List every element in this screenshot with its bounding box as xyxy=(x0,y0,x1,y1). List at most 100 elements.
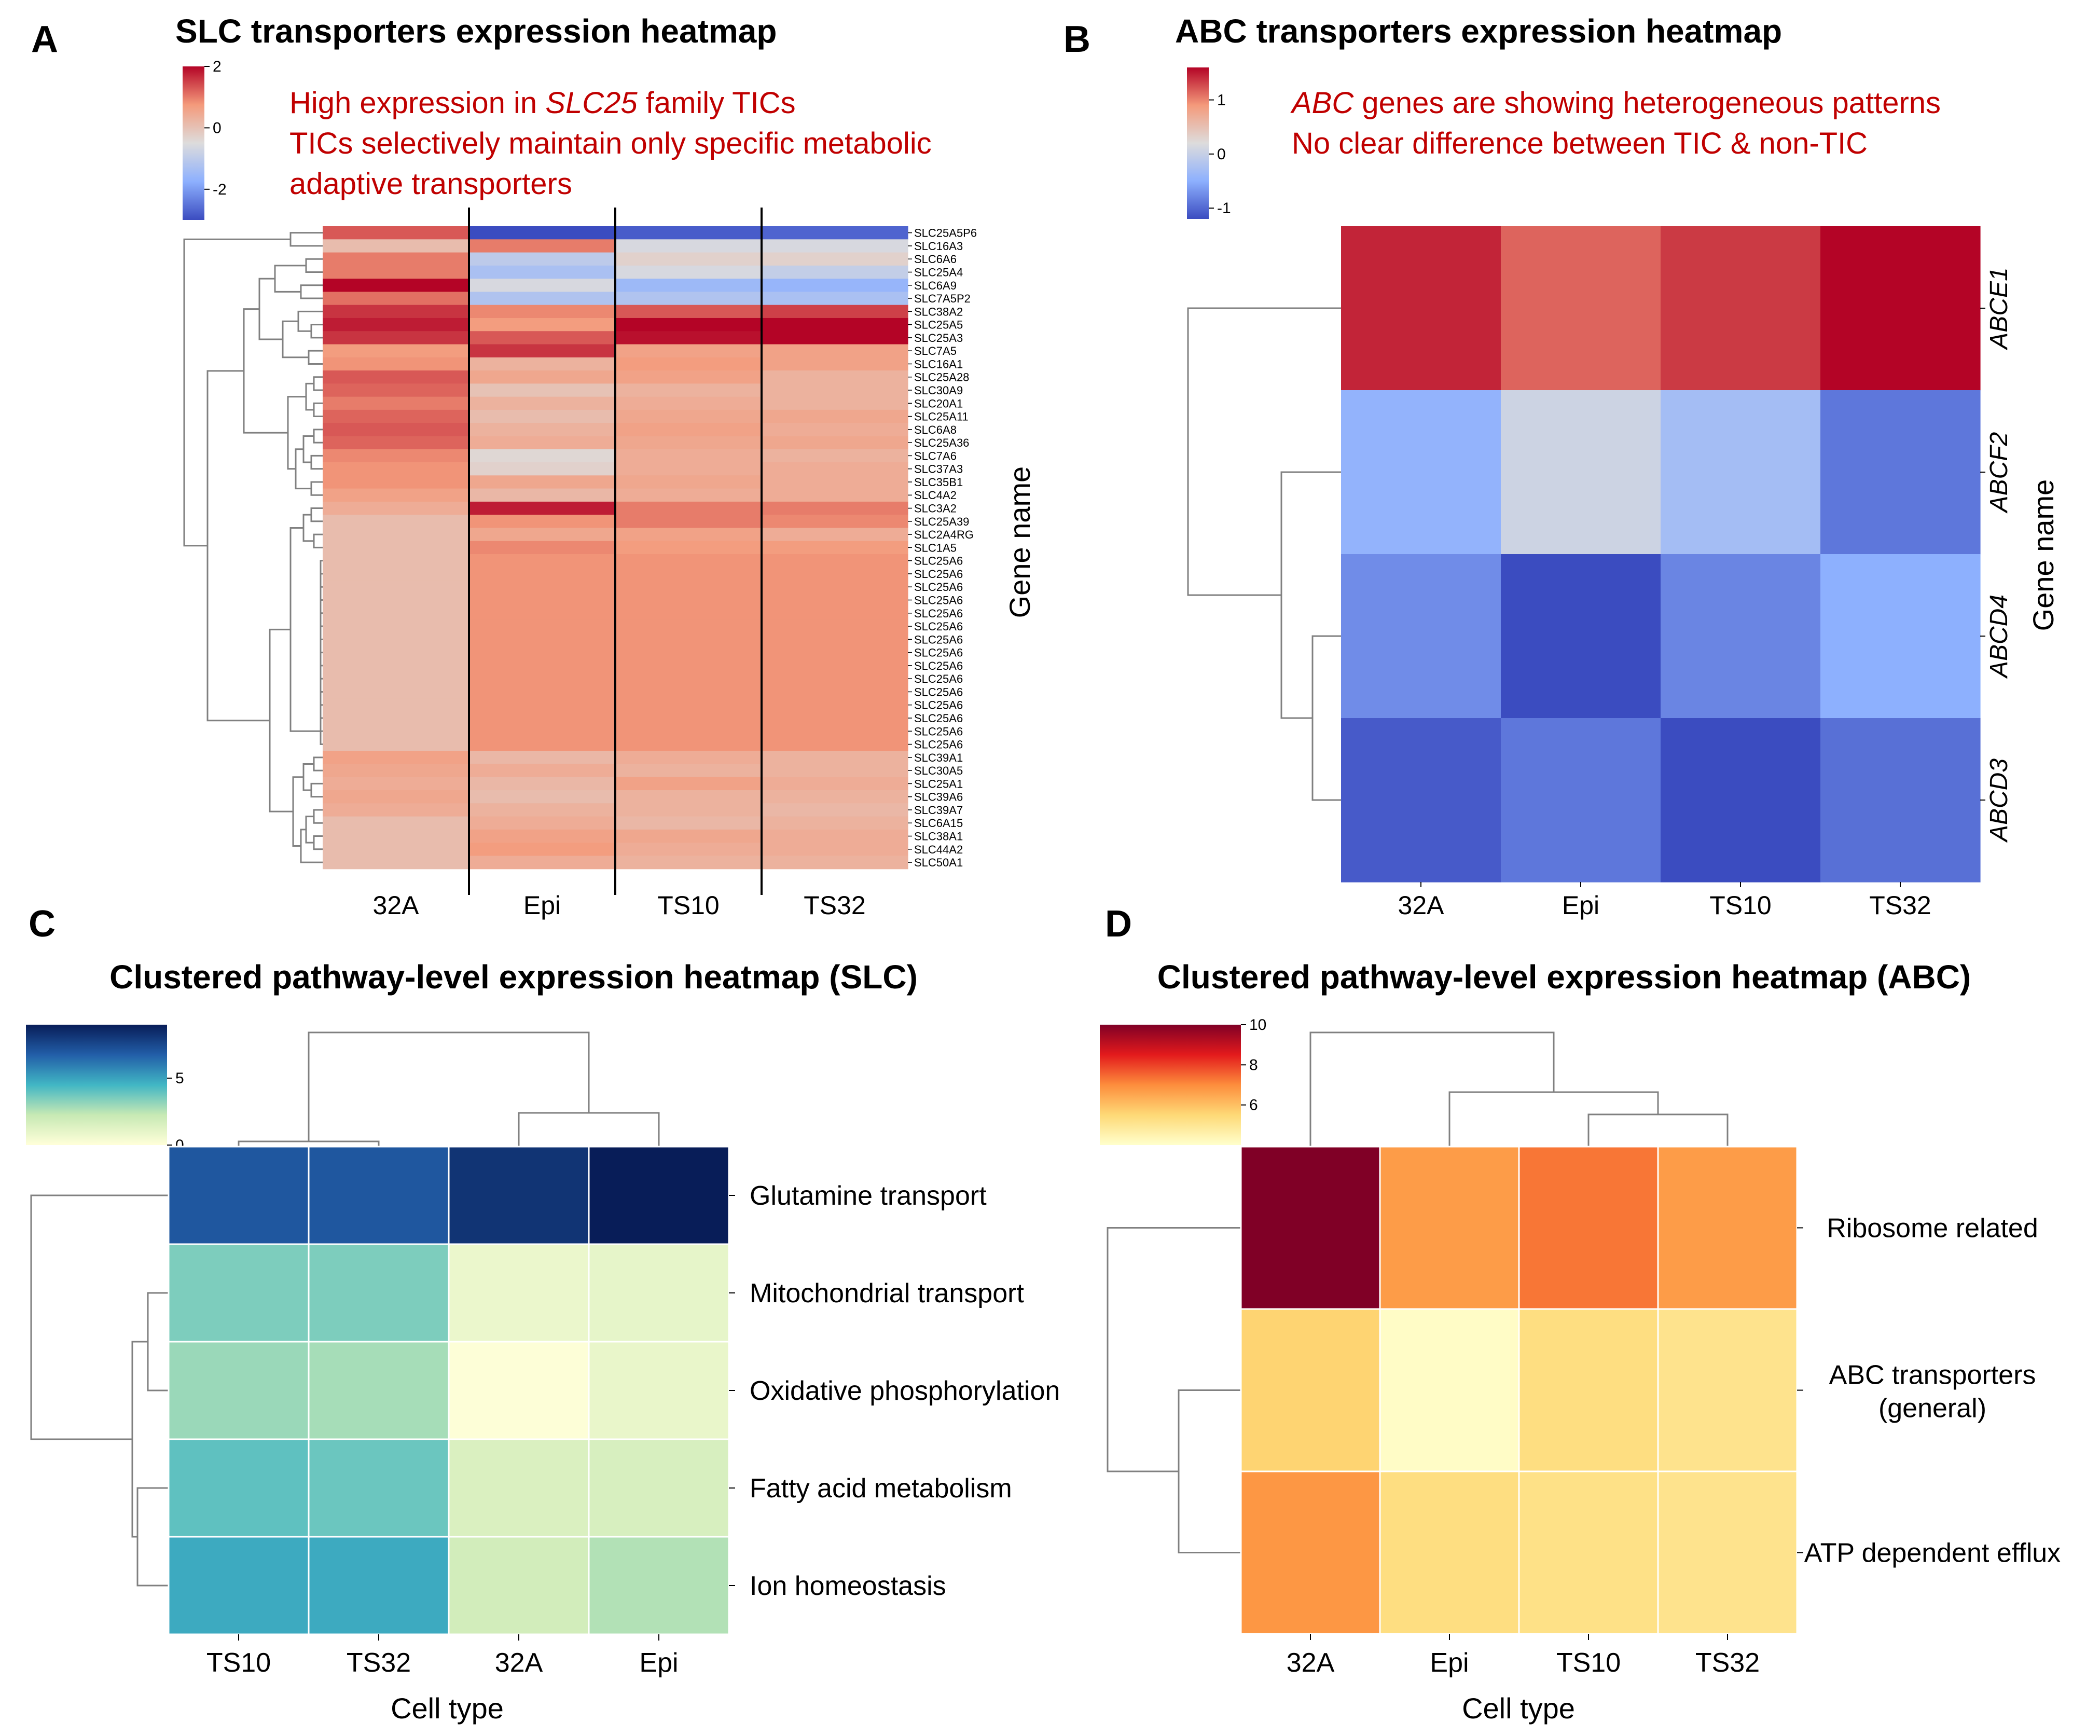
heatmap-cell xyxy=(168,1243,310,1343)
heatmap-cell xyxy=(762,580,908,594)
heatmap-cell xyxy=(469,292,616,306)
heatmap-cell xyxy=(469,829,616,843)
row-label: Fatty acid metabolism xyxy=(750,1473,1012,1504)
heatmap-cell xyxy=(615,515,762,529)
heatmap-cell xyxy=(469,567,616,581)
heatmap-cell xyxy=(762,331,908,345)
heatmap-cell xyxy=(308,1146,450,1245)
heatmap-cell xyxy=(615,607,762,620)
row-label: SLC25A6 xyxy=(914,594,963,607)
heatmap-cell xyxy=(469,541,616,555)
heatmap-cell xyxy=(308,1341,450,1440)
column-label: Epi xyxy=(523,891,561,920)
heatmap-cell xyxy=(615,449,762,463)
heatmap-cell xyxy=(323,607,469,620)
heatmap-cell xyxy=(762,685,908,699)
heatmap-cell xyxy=(762,737,908,751)
dendrogram-link xyxy=(313,835,323,850)
heatmap-cell xyxy=(469,751,616,765)
heatmap-cell xyxy=(615,856,762,870)
heatmap-cell xyxy=(762,777,908,791)
heatmap-cell xyxy=(1379,1308,1520,1472)
annotation-segment: TICs selectively maintain only specific … xyxy=(289,127,932,160)
panel-c: C Clustered pathway-level expression hea… xyxy=(26,903,1060,1725)
column-label: TS32 xyxy=(347,1648,411,1678)
dendrogram-link xyxy=(1309,1031,1555,1147)
heatmap-cell xyxy=(1518,1146,1659,1310)
heatmap-cell xyxy=(323,396,469,410)
dendrogram-link xyxy=(313,429,323,444)
heatmap-cell xyxy=(615,436,762,450)
heatmap-cell xyxy=(323,370,469,384)
dendrogram-link xyxy=(308,350,323,365)
heatmap-cell xyxy=(323,252,469,266)
heatmap-cell xyxy=(469,383,616,397)
column-label: TS10 xyxy=(1709,891,1772,920)
colorbar-tick-label: 6 xyxy=(1249,1097,1258,1114)
heatmap-cell xyxy=(308,1536,450,1635)
heatmap-cell xyxy=(615,803,762,817)
row-label: SLC25A5P6 xyxy=(914,227,977,240)
panel-a-ylabel: Gene name xyxy=(1003,466,1036,618)
heatmap-cell xyxy=(615,593,762,607)
heatmap-cell xyxy=(1518,1308,1659,1472)
heatmap-cell xyxy=(615,724,762,738)
row-label: ABCD4 xyxy=(1985,595,2013,679)
annotation-segment: adaptive transporters xyxy=(289,167,572,201)
heatmap-cell xyxy=(1240,1308,1381,1472)
heatmap-cell xyxy=(615,659,762,673)
heatmap-cell xyxy=(469,711,616,725)
heatmap-cell xyxy=(762,698,908,712)
dendrogram-link xyxy=(320,718,323,746)
heatmap-cell xyxy=(588,1243,730,1343)
heatmap-cell xyxy=(469,607,616,620)
column-label: TS32 xyxy=(804,891,866,920)
dendrogram-link xyxy=(310,454,323,470)
row-label: SLC16A3 xyxy=(914,240,963,253)
heatmap-cell xyxy=(323,803,469,817)
heatmap-cell xyxy=(469,580,616,594)
heatmap-cell xyxy=(323,449,469,463)
heatmap-cell xyxy=(469,475,616,489)
heatmap-cell xyxy=(762,318,908,332)
dendrogram-link xyxy=(313,809,323,824)
heatmap-cell xyxy=(469,816,616,830)
heatmap-cell xyxy=(615,357,762,371)
heatmap-cell xyxy=(588,1146,730,1245)
row-label: SLC25A6 xyxy=(914,712,963,725)
row-label: SLC16A1 xyxy=(914,357,963,370)
heatmap-cell xyxy=(615,279,762,292)
heatmap-cell xyxy=(323,554,469,568)
annotation-segment: No clear difference between TIC & non-TI… xyxy=(1292,127,1868,160)
heatmap-cell xyxy=(323,724,469,738)
dendrogram-link xyxy=(310,324,323,339)
heatmap-cell xyxy=(1820,390,1981,555)
panel-c-dendrograms xyxy=(30,1031,660,1587)
colorbar-tick-label: 10 xyxy=(1249,1016,1266,1034)
heatmap-cell xyxy=(323,685,469,699)
dendrogram-link xyxy=(310,481,323,496)
heatmap-cell xyxy=(469,318,616,332)
panel-b-row-dendrogram xyxy=(1187,307,1341,801)
colorbar-tick-label: 0 xyxy=(1217,146,1226,163)
heatmap-cell xyxy=(469,593,616,607)
row-label: SLC6A6 xyxy=(914,253,957,266)
heatmap-cell xyxy=(323,462,469,476)
heatmap-cell xyxy=(323,226,469,240)
heatmap-cell xyxy=(323,423,469,437)
heatmap-cell xyxy=(469,619,616,633)
dendrogram-link xyxy=(1187,307,1341,596)
heatmap-cell xyxy=(469,777,616,791)
heatmap-cell xyxy=(1661,226,1821,391)
panel-c-xlabel: Cell type xyxy=(391,1692,504,1725)
row-label: SLC25A36 xyxy=(914,436,969,449)
heatmap-cell xyxy=(762,607,908,620)
heatmap-cell xyxy=(323,843,469,857)
heatmap-cell xyxy=(469,409,616,423)
heatmap-cell xyxy=(469,305,616,319)
heatmap-cell xyxy=(469,554,616,568)
row-label: SLC25A6 xyxy=(914,699,963,712)
heatmap-cell xyxy=(448,1536,590,1635)
heatmap-cell xyxy=(762,751,908,765)
dendrogram-link xyxy=(313,533,323,548)
